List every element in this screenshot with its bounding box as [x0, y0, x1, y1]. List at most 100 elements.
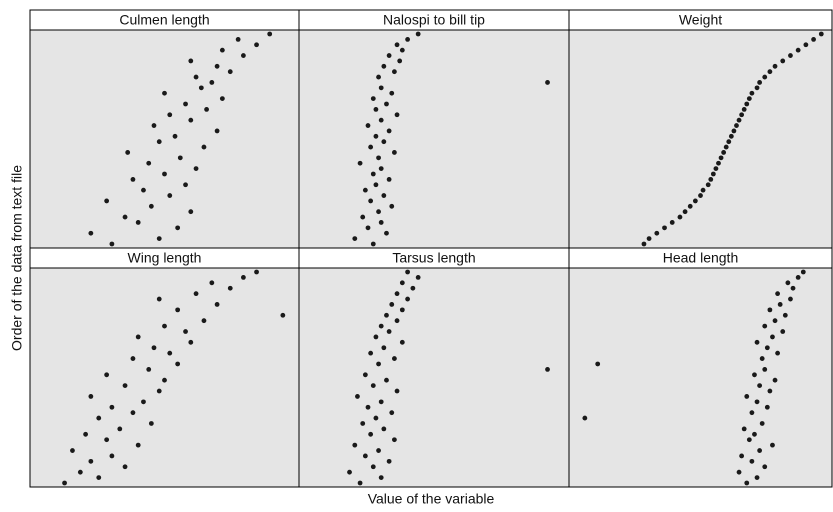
- dot: [267, 31, 273, 37]
- dot: [109, 453, 115, 459]
- dot: [749, 458, 755, 464]
- dot: [716, 160, 721, 166]
- dot: [193, 74, 199, 80]
- dot: [394, 388, 400, 394]
- dot: [368, 144, 374, 150]
- dot: [209, 280, 215, 286]
- dot: [754, 475, 760, 480]
- dot: [744, 101, 750, 107]
- panel-background: [298, 267, 570, 488]
- dot: [362, 453, 368, 459]
- dot: [723, 144, 729, 150]
- dot: [156, 296, 162, 302]
- dot: [376, 448, 381, 453]
- dot: [757, 448, 763, 453]
- dot: [759, 356, 765, 361]
- panel-background: [298, 29, 570, 249]
- dot: [762, 74, 768, 80]
- dot: [109, 404, 115, 410]
- dot: [767, 388, 773, 394]
- dot: [780, 329, 786, 334]
- dot: [381, 63, 387, 69]
- dot: [352, 442, 358, 448]
- dot: [721, 150, 727, 155]
- dot: [254, 42, 259, 48]
- dot: [193, 166, 199, 172]
- dot: [175, 307, 181, 313]
- dot: [788, 296, 793, 302]
- dot: [122, 214, 128, 220]
- dot: [376, 155, 381, 161]
- dot: [227, 69, 233, 75]
- dot: [394, 291, 400, 297]
- dot: [386, 329, 392, 334]
- dot: [399, 307, 405, 313]
- dot: [254, 269, 259, 275]
- y-axis-label: Order of the data from text file: [9, 165, 25, 351]
- dot: [780, 58, 786, 64]
- dot: [384, 101, 389, 107]
- dot: [96, 415, 102, 421]
- dot: [384, 312, 389, 318]
- dot: [241, 275, 246, 280]
- dot: [352, 236, 358, 242]
- dot: [803, 42, 809, 48]
- dot: [378, 85, 384, 91]
- dot: [741, 106, 747, 112]
- strip: [568, 247, 833, 269]
- strip: [568, 9, 833, 31]
- dot: [376, 361, 381, 367]
- dot: [183, 182, 188, 188]
- dot: [347, 469, 352, 475]
- dot: [135, 334, 141, 340]
- dot: [687, 203, 693, 209]
- dot: [135, 442, 141, 448]
- dot: [718, 155, 724, 161]
- dot: [710, 171, 716, 177]
- dot: [726, 139, 732, 145]
- dot: [728, 133, 734, 139]
- dot: [117, 426, 123, 432]
- dot: [386, 176, 392, 182]
- dot: [392, 356, 397, 361]
- dot: [167, 112, 173, 118]
- dot: [376, 209, 381, 215]
- dot: [682, 209, 688, 215]
- dot: [70, 448, 75, 453]
- dot: [595, 361, 601, 367]
- dot: [167, 193, 173, 198]
- dot: [368, 431, 374, 437]
- dot: [389, 90, 395, 96]
- dot: [373, 133, 379, 139]
- dot: [708, 176, 714, 182]
- dot: [731, 128, 737, 134]
- panel-background: [568, 29, 833, 249]
- dot: [188, 209, 194, 215]
- dot: [734, 123, 739, 128]
- dot: [775, 291, 780, 297]
- dot: [193, 291, 199, 297]
- dot: [762, 464, 768, 470]
- dot: [772, 377, 778, 383]
- dot: [104, 198, 110, 204]
- dot: [389, 302, 395, 307]
- dot: [88, 230, 94, 236]
- dot: [151, 123, 157, 128]
- dot: [692, 198, 698, 204]
- dot: [219, 96, 225, 102]
- dot: [201, 318, 207, 324]
- dot: [705, 182, 711, 188]
- dot: [764, 404, 770, 410]
- dot: [357, 160, 363, 166]
- dot: [739, 112, 745, 118]
- dot: [795, 275, 801, 280]
- dot: [790, 285, 796, 291]
- dot: [376, 74, 381, 80]
- dot: [365, 123, 371, 128]
- dot: [373, 182, 379, 188]
- dot: [162, 90, 167, 96]
- dot: [405, 269, 410, 275]
- dot: [188, 339, 194, 345]
- dot: [370, 96, 376, 102]
- dot: [381, 345, 387, 351]
